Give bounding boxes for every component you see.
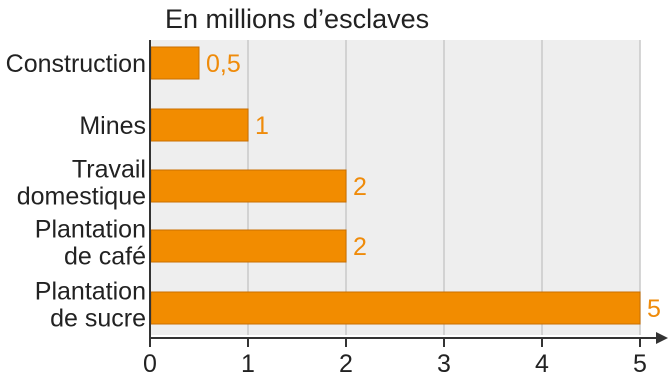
category-label-line: Mines — [79, 112, 146, 140]
bar-3 — [150, 229, 347, 263]
category-label-line: Plantation — [35, 278, 146, 306]
category-label-line: Travail — [72, 156, 146, 184]
bar-0 — [150, 46, 200, 80]
x-tick-label-4: 4 — [535, 350, 549, 378]
value-label-3: 2 — [353, 233, 367, 261]
category-label-line: Plantation — [35, 216, 146, 244]
category-label-1: Mines — [79, 112, 146, 140]
value-label-0: 0,5 — [206, 50, 241, 78]
category-label-line: Construction — [6, 50, 146, 78]
bar-4 — [150, 291, 641, 325]
category-label-4: Plantation de sucre — [35, 278, 146, 333]
value-label-2: 2 — [353, 173, 367, 201]
x-tick-label-0: 0 — [143, 350, 157, 378]
bars-group: 0,5 1 2 2 5 — [150, 46, 661, 325]
category-label-line: de café — [64, 243, 146, 271]
category-label-3: Plantation de café — [35, 216, 146, 271]
category-label-line: de sucre — [50, 305, 146, 333]
category-label-0: Construction — [6, 50, 146, 78]
bar-1 — [150, 108, 249, 142]
bar-2 — [150, 169, 347, 203]
category-label-line: domestique — [17, 183, 146, 211]
x-tick-label-3: 3 — [437, 350, 451, 378]
x-tick-label-5: 5 — [633, 350, 647, 378]
value-label-1: 1 — [255, 112, 269, 140]
x-tick-label-2: 2 — [339, 350, 353, 378]
x-tick-label-1: 1 — [241, 350, 255, 378]
value-label-4: 5 — [647, 295, 661, 323]
chart-title: En millions d’esclaves — [165, 4, 429, 34]
x-axis: 0 1 2 3 4 5 — [143, 40, 668, 378]
x-axis-arrow — [656, 332, 668, 344]
category-label-2: Travail domestique — [17, 156, 146, 211]
